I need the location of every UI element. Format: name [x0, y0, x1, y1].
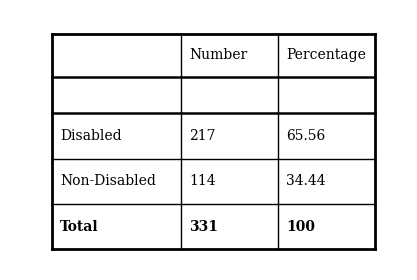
Text: Disabled: Disabled — [60, 129, 122, 143]
Text: 217: 217 — [189, 129, 216, 143]
Text: Number: Number — [189, 48, 248, 62]
Text: 331: 331 — [189, 220, 219, 234]
Text: Total: Total — [60, 220, 99, 234]
Text: 114: 114 — [189, 174, 216, 188]
Text: Non-Disabled: Non-Disabled — [60, 174, 156, 188]
Text: 65.56: 65.56 — [286, 129, 326, 143]
Text: 34.44: 34.44 — [286, 174, 326, 188]
Text: 100: 100 — [286, 220, 315, 234]
Text: Percentage: Percentage — [286, 48, 366, 62]
